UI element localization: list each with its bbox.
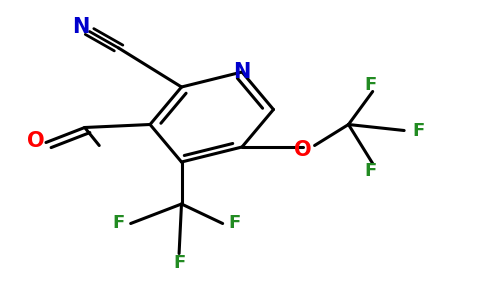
Text: N: N	[72, 17, 90, 37]
Text: F: F	[364, 76, 377, 94]
Text: O: O	[294, 140, 311, 160]
Text: F: F	[173, 254, 185, 272]
Text: N: N	[233, 62, 251, 82]
Text: F: F	[364, 162, 377, 180]
Text: F: F	[412, 122, 425, 140]
Text: F: F	[228, 214, 241, 232]
Text: O: O	[28, 131, 45, 151]
Text: F: F	[112, 214, 125, 232]
